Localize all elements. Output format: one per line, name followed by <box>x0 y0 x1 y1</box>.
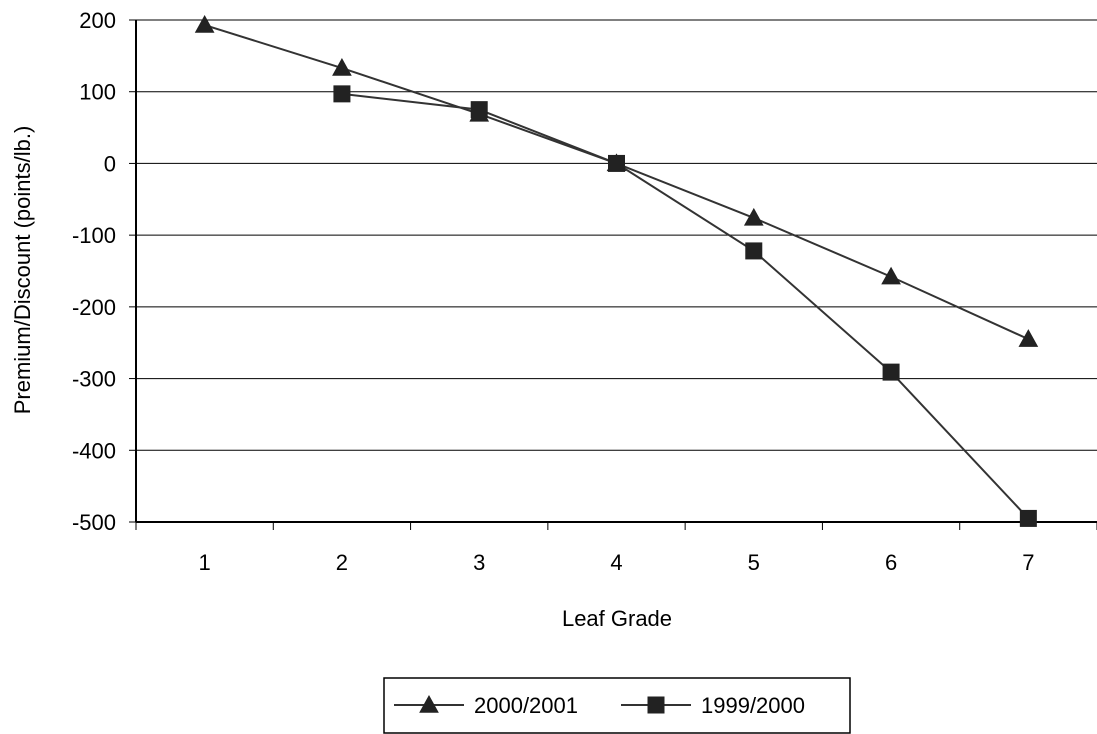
series-square <box>333 85 1037 527</box>
data-point-triangle <box>881 266 901 285</box>
x-tick-label: 2 <box>336 550 348 575</box>
series-triangle <box>194 14 1039 347</box>
y-tick-label: -400 <box>72 438 116 463</box>
y-tick-labels: 200 100 0 -100 -200 -300 -400 -500 <box>72 8 116 535</box>
x-tick-labels: 1 2 3 4 5 6 7 <box>199 550 1035 575</box>
legend-entry: 2000/2001 <box>394 693 578 718</box>
data-point-triangle <box>743 207 764 226</box>
series <box>194 14 1039 527</box>
y-tick-label: 100 <box>79 80 116 105</box>
legend: 2000/2001 1999/2000 <box>383 677 851 734</box>
x-tick-label: 1 <box>199 550 211 575</box>
data-point-square <box>1019 509 1037 527</box>
x-tick-label: 3 <box>473 550 485 575</box>
legend-marker-triangle <box>419 694 439 713</box>
data-point-triangle <box>1018 329 1039 347</box>
data-point-square <box>608 154 625 172</box>
data-point-triangle <box>194 14 215 33</box>
gridlines <box>136 19 1097 523</box>
data-point-square <box>745 242 763 260</box>
y-tick-label: 0 <box>104 151 116 176</box>
data-point-square <box>333 85 351 103</box>
x-tick-label: 5 <box>748 550 760 575</box>
legend-label: 2000/2001 <box>474 693 578 718</box>
y-tick-label: -100 <box>72 223 116 248</box>
x-axis-title: Leaf Grade <box>562 606 672 631</box>
y-axis-title: Premium/Discount (points/lb.) <box>10 126 35 415</box>
legend-marker-square <box>647 696 665 714</box>
y-tick-label: -300 <box>72 367 116 392</box>
data-point-triangle <box>332 58 352 76</box>
legend-items: 2000/2001 1999/2000 <box>394 693 805 718</box>
axes <box>129 19 1097 530</box>
y-tick-label: -500 <box>72 510 116 535</box>
y-tick-label: -200 <box>72 295 116 320</box>
data-point-square <box>882 363 900 381</box>
legend-label: 1999/2000 <box>701 693 805 718</box>
series-line-square <box>341 92 1030 520</box>
y-tick-label: 200 <box>79 8 116 33</box>
x-tick-label: 4 <box>610 550 622 575</box>
series-line-triangle <box>204 24 1029 341</box>
x-tick-label: 7 <box>1022 550 1034 575</box>
data-point-square <box>470 101 488 119</box>
x-tick-label: 6 <box>885 550 897 575</box>
legend-entry: 1999/2000 <box>621 693 805 718</box>
